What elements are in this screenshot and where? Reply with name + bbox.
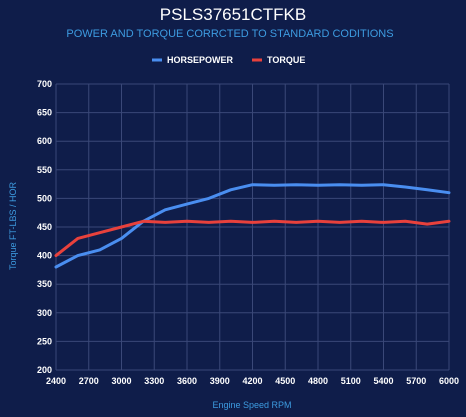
y-tick-label: 350: [37, 279, 52, 289]
y-tick-label: 700: [37, 79, 52, 89]
x-tick-label: 2400: [46, 376, 66, 386]
x-tick-label: 4200: [242, 376, 262, 386]
x-tick-label: 3000: [111, 376, 131, 386]
series-line-horsepower: [54, 183, 451, 269]
chart-legend: HORSEPOWER TORQUE: [152, 55, 305, 65]
x-axis-ticks: 2400 2700 3000 3300 3600 3900 4200 4500 4800 5100…: [46, 376, 459, 386]
x-tick-label: 4800: [308, 376, 328, 386]
x-tick-label: 5100: [341, 376, 361, 386]
y-tick-label: 450: [37, 222, 52, 232]
x-tick-label: 3300: [144, 376, 164, 386]
legend-label-horsepower[interactable]: HORSEPOWER: [167, 55, 234, 65]
y-tick-label: 400: [37, 251, 52, 261]
y-tick-label: 500: [37, 193, 52, 203]
legend-label-torque[interactable]: TORQUE: [267, 55, 305, 65]
x-tick-label: 4500: [275, 376, 295, 386]
x-tick-label: 6000: [439, 376, 459, 386]
x-tick-label: 2700: [79, 376, 99, 386]
y-axis-ticks: 200 250 300 350 400 450 500 550 600 650 700: [37, 79, 52, 375]
y-tick-label: 300: [37, 308, 52, 318]
x-tick-label: 5400: [373, 376, 393, 386]
y-tick-label: 200: [37, 365, 52, 375]
y-tick-label: 650: [37, 108, 52, 118]
x-tick-label: 5700: [406, 376, 426, 386]
chart-title: PSLS37651CTFKB: [160, 5, 306, 24]
chart-grid: [55, 83, 450, 371]
x-axis-title: Engine Speed RPM: [212, 400, 291, 410]
x-tick-label: 3600: [177, 376, 197, 386]
series-line-torque: [54, 219, 451, 258]
x-tick-label: 3900: [210, 376, 230, 386]
y-tick-label: 600: [37, 136, 52, 146]
y-tick-label: 550: [37, 165, 52, 175]
chart-subtitle: POWER AND TORQUE CORRCTED TO STANDARD CO…: [66, 28, 393, 40]
y-axis-title: Torque FT-LBS / HOR: [8, 181, 18, 270]
chart-series: [54, 183, 451, 269]
y-tick-label: 250: [37, 336, 52, 346]
